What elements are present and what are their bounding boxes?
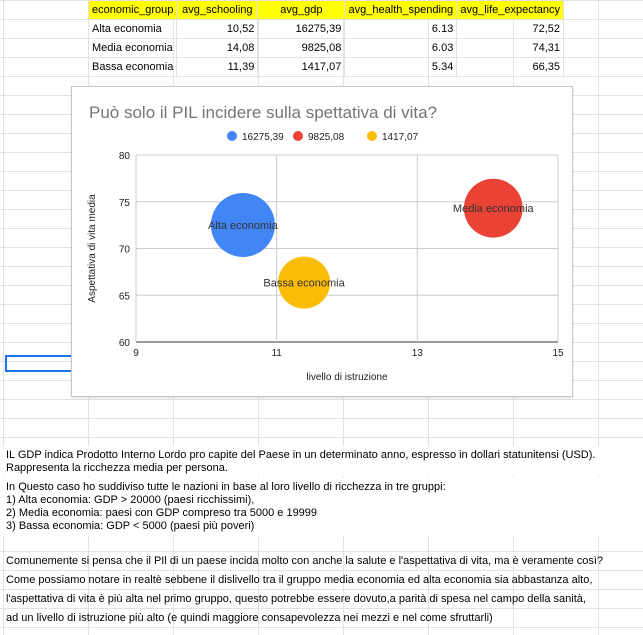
y-tick-label: 60 bbox=[119, 338, 131, 349]
table-cell[interactable]: 74,31 bbox=[456, 38, 565, 58]
table-cell[interactable]: 66,35 bbox=[456, 57, 565, 77]
note-line[interactable]: Comunemente si pensa che il PIl di un pa… bbox=[6, 555, 604, 567]
table-cell[interactable]: Bassa economia bbox=[87, 57, 178, 77]
header-cell[interactable]: avg_life_expectancy bbox=[456, 0, 565, 20]
bubble-label: Bassa economia bbox=[263, 278, 345, 290]
notes-block-gdp: IL GDP indica Prodotto Interno Lordo pro… bbox=[0, 446, 643, 476]
legend-marker bbox=[293, 131, 303, 141]
note-line[interactable]: IL GDP indica Prodotto Interno Lordo pro… bbox=[6, 449, 596, 461]
legend-label: 9825,08 bbox=[308, 132, 345, 143]
table-cell[interactable]: 6.03 bbox=[344, 38, 458, 58]
table-cell[interactable]: 16275,39 bbox=[257, 19, 346, 39]
bubble-label: Media economia bbox=[453, 203, 535, 215]
header-row: economic_group avg_schooling avg_gdp avg… bbox=[87, 0, 565, 20]
note-line[interactable]: Rappresenta la ricchezza media per perso… bbox=[6, 462, 228, 474]
table-cell[interactable]: 5.34 bbox=[344, 57, 458, 77]
notes-block-analysis: Comunemente si pensa che il PIl di un pa… bbox=[0, 552, 643, 632]
y-axis-title: Aspettativa di vita media bbox=[87, 194, 98, 303]
chart-title: Può solo il PIL incidere sulla spettativ… bbox=[89, 103, 437, 122]
note-line[interactable]: In Questo caso ho suddiviso tutte le naz… bbox=[6, 481, 446, 493]
data-bubble bbox=[463, 178, 523, 238]
header-cell[interactable]: avg_health_spending bbox=[344, 0, 458, 20]
bubble-chart: Può solo il PIL incidere sulla spettativ… bbox=[87, 103, 564, 383]
y-tick-label: 75 bbox=[119, 198, 131, 209]
table-row: Media economia 14,08 9825,08 6.03 74,31 bbox=[87, 38, 565, 58]
table-cell[interactable]: Media economia bbox=[87, 38, 178, 58]
x-tick-label: 9 bbox=[133, 348, 139, 359]
note-line[interactable]: Come possiamo notare in realtè sebbene i… bbox=[6, 574, 593, 586]
table-cell[interactable]: 1417,07 bbox=[257, 57, 346, 77]
y-tick-label: 65 bbox=[119, 291, 131, 302]
table-cell[interactable]: 6.13 bbox=[344, 19, 458, 39]
header-cell[interactable]: avg_gdp bbox=[257, 0, 346, 20]
table-row: Bassa economia 11,39 1417,07 5.34 66,35 bbox=[87, 57, 565, 77]
data-table: economic_group avg_schooling avg_gdp avg… bbox=[87, 0, 565, 77]
data-bubble bbox=[278, 256, 331, 309]
data-bubble bbox=[210, 192, 275, 257]
legend-label: 1417,07 bbox=[382, 132, 419, 143]
legend-label: 16275,39 bbox=[242, 132, 284, 143]
table-row: Alta economia 10,52 16275,39 6.13 72,52 bbox=[87, 19, 565, 39]
note-line[interactable]: 1) Alta economia: GDP > 20000 (paesi ric… bbox=[6, 494, 255, 506]
table-cell[interactable]: 10,52 bbox=[176, 19, 259, 39]
table-cell[interactable]: 72,52 bbox=[456, 19, 565, 39]
header-cell[interactable]: avg_schooling bbox=[176, 0, 259, 20]
notes-block-groups: In Questo caso ho suddiviso tutte le naz… bbox=[0, 478, 643, 536]
table-cell[interactable]: 9825,08 bbox=[257, 38, 346, 58]
note-line[interactable]: l'aspettativa di vita è più alta nel pri… bbox=[6, 593, 586, 605]
legend-marker bbox=[227, 131, 237, 141]
table-cell[interactable]: 11,39 bbox=[176, 57, 259, 77]
y-tick-label: 70 bbox=[119, 245, 131, 256]
y-tick-label: 80 bbox=[119, 151, 131, 162]
legend-marker bbox=[367, 131, 377, 141]
table-cell[interactable]: 14,08 bbox=[176, 38, 259, 58]
x-tick-label: 15 bbox=[552, 348, 564, 359]
table-cell[interactable]: Alta economia bbox=[87, 19, 178, 39]
bubble-label: Alta economia bbox=[208, 220, 279, 232]
note-line[interactable]: ad un livello di istruzione più alto (e … bbox=[6, 612, 493, 624]
header-cell[interactable]: economic_group bbox=[87, 0, 178, 20]
chart-card[interactable]: Può solo il PIL incidere sulla spettativ… bbox=[71, 86, 573, 397]
x-tick-label: 13 bbox=[412, 348, 424, 359]
note-line[interactable]: 2) Media economia: paesi con GDP compres… bbox=[6, 507, 318, 519]
x-tick-label: 11 bbox=[271, 348, 282, 359]
note-line[interactable]: 3) Bassa economia: GDP < 5000 (paesi più… bbox=[6, 520, 255, 532]
x-axis-title: livello di istruzione bbox=[306, 372, 388, 383]
